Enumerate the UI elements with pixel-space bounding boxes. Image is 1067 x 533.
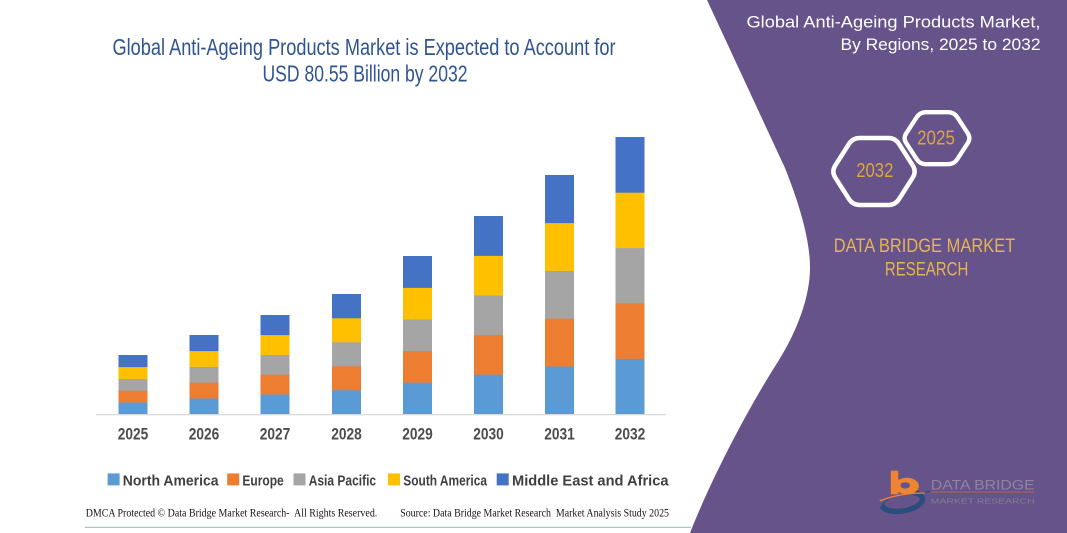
svg-text:Global Anti-Ageing Products Ma: Global Anti-Ageing Products Market,	[747, 12, 1041, 31]
svg-text:2028: 2028	[331, 425, 362, 444]
svg-text:South America: South America	[403, 473, 487, 490]
svg-text:Middle East and Africa: Middle East and Africa	[512, 473, 669, 490]
svg-text:2031: 2031	[544, 425, 575, 444]
svg-text:2025: 2025	[917, 128, 955, 150]
svg-text:2027: 2027	[260, 425, 291, 444]
svg-text:Global Anti-Ageing Products Ma: Global Anti-Ageing Products Market is Ex…	[113, 34, 616, 60]
svg-text:DATA BRIDGE: DATA BRIDGE	[931, 478, 1035, 493]
svg-text:Asia Pacific: Asia Pacific	[309, 473, 376, 490]
svg-text:DMCA Protected © Data Bridge M: DMCA Protected © Data Bridge Market Rese…	[86, 508, 378, 520]
svg-text:2032: 2032	[856, 160, 893, 182]
svg-text:2030: 2030	[473, 425, 504, 444]
svg-text:North America: North America	[123, 473, 219, 490]
svg-text:By Regions, 2025 to 2032: By Regions, 2025 to 2032	[841, 35, 1041, 54]
svg-text:Source: Data Bridge Market Res: Source: Data Bridge Market Research Mark…	[400, 508, 669, 520]
svg-text:2032: 2032	[615, 425, 646, 444]
svg-text:2029: 2029	[402, 425, 433, 444]
svg-text:Europe: Europe	[242, 473, 283, 490]
svg-text:DATA BRIDGE MARKET: DATA BRIDGE MARKET	[834, 236, 1016, 257]
svg-text:2026: 2026	[189, 425, 220, 444]
svg-text:2025: 2025	[118, 425, 149, 444]
svg-text:RESEARCH: RESEARCH	[885, 260, 968, 281]
svg-text:USD 80.55 Billion by 2032: USD 80.55 Billion by 2032	[263, 61, 468, 87]
svg-text:MARKET RESEARCH: MARKET RESEARCH	[931, 497, 1035, 506]
